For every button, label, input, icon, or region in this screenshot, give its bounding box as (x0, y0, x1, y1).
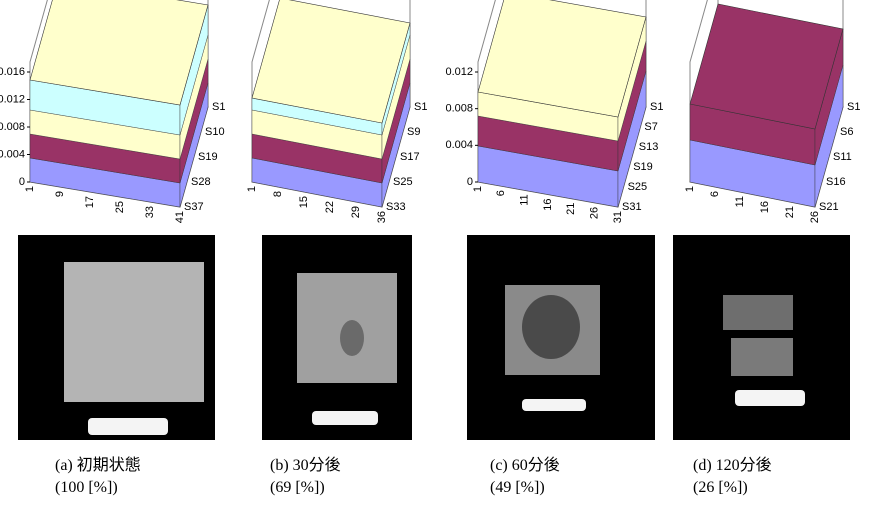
x-label: 25 (114, 201, 126, 213)
z-tick-label: 0.016 (0, 66, 25, 78)
series-label: S19 (198, 151, 218, 163)
mri-image (18, 235, 215, 440)
caption: (c) 60分後(49 [%]) (490, 455, 690, 499)
x-label: 41 (174, 211, 186, 223)
x-label: 9 (54, 191, 66, 197)
mri-image (262, 235, 412, 440)
caption-title: (d) 120分後 (693, 455, 869, 477)
hole (522, 295, 580, 359)
x-label: 21 (784, 206, 796, 218)
series-label: S6 (840, 126, 853, 138)
series-label: S33 (386, 201, 406, 213)
sample-bottom (731, 338, 793, 376)
x-label: 26 (809, 211, 821, 223)
x-label: 8 (272, 191, 284, 197)
sample (64, 262, 204, 402)
series-label: S28 (191, 176, 211, 188)
caption: (a) 初期状態(100 [%]) (55, 455, 255, 499)
series-label: S17 (400, 151, 420, 163)
x-label: 1 (246, 186, 258, 192)
z-tick-label: 0.004 (445, 139, 473, 151)
series-label: S10 (205, 126, 225, 138)
series-label: S9 (407, 126, 420, 138)
series-label: S1 (847, 101, 860, 113)
z-tick-label: 0.012 (445, 66, 473, 78)
z-tick-label: 0.012 (0, 93, 25, 105)
x-label: 11 (519, 194, 531, 205)
series-label: S37 (184, 201, 204, 213)
marker (88, 418, 168, 435)
series-label: S11 (833, 151, 852, 163)
series-label: S1 (414, 101, 427, 113)
x-label: 29 (350, 206, 362, 218)
caption: (b) 30分後(69 [%]) (270, 455, 470, 499)
mri-image (673, 235, 850, 440)
x-label: 1 (684, 186, 696, 192)
mri-image (467, 235, 655, 440)
series-label: S7 (644, 121, 657, 133)
z-tick-label: 0.004 (0, 148, 25, 160)
series-label: S19 (633, 161, 653, 173)
x-label: 22 (324, 201, 336, 213)
series-label: S21 (819, 201, 839, 213)
x-label: 6 (709, 191, 721, 197)
x-label: 31 (612, 211, 624, 223)
z-tick-label: 0.008 (445, 103, 473, 115)
caption-title: (b) 30分後 (270, 455, 470, 477)
figure: 00.0040.0080.0120.016S1S10S19S28S3719172… (0, 0, 869, 509)
series-label: S31 (622, 201, 642, 213)
x-label: 17 (84, 196, 96, 208)
caption: (d) 120分後(26 [%]) (693, 455, 869, 499)
caption-title: (a) 初期状態 (55, 455, 255, 477)
x-label: 26 (589, 207, 601, 219)
x-label: 21 (565, 203, 577, 215)
marker (522, 399, 586, 411)
marker (312, 411, 378, 425)
x-label: 11 (734, 196, 746, 207)
sample-top (723, 295, 793, 330)
series-label: S25 (628, 181, 648, 193)
series-label: S1 (212, 101, 225, 113)
caption-ratio: (26 [%]) (693, 477, 869, 499)
series-label: S25 (393, 176, 413, 188)
x-label: 1 (472, 186, 484, 192)
marker (735, 390, 805, 406)
x-label: 15 (298, 196, 310, 208)
x-label: 6 (495, 190, 507, 196)
x-label: 16 (759, 201, 771, 213)
x-label: 33 (144, 206, 156, 218)
x-label: 1 (24, 186, 36, 192)
caption-ratio: (69 [%]) (270, 477, 470, 499)
series-label: S1 (650, 101, 663, 113)
series-label: S13 (639, 141, 659, 153)
caption-title: (c) 60分後 (490, 455, 690, 477)
x-label: 36 (376, 211, 388, 223)
caption-ratio: (49 [%]) (490, 477, 690, 499)
hole (340, 320, 364, 356)
series-label: S16 (826, 176, 846, 188)
z-tick-label: 0.008 (0, 121, 25, 133)
x-label: 16 (542, 199, 554, 211)
caption-ratio: (100 [%]) (55, 477, 255, 499)
